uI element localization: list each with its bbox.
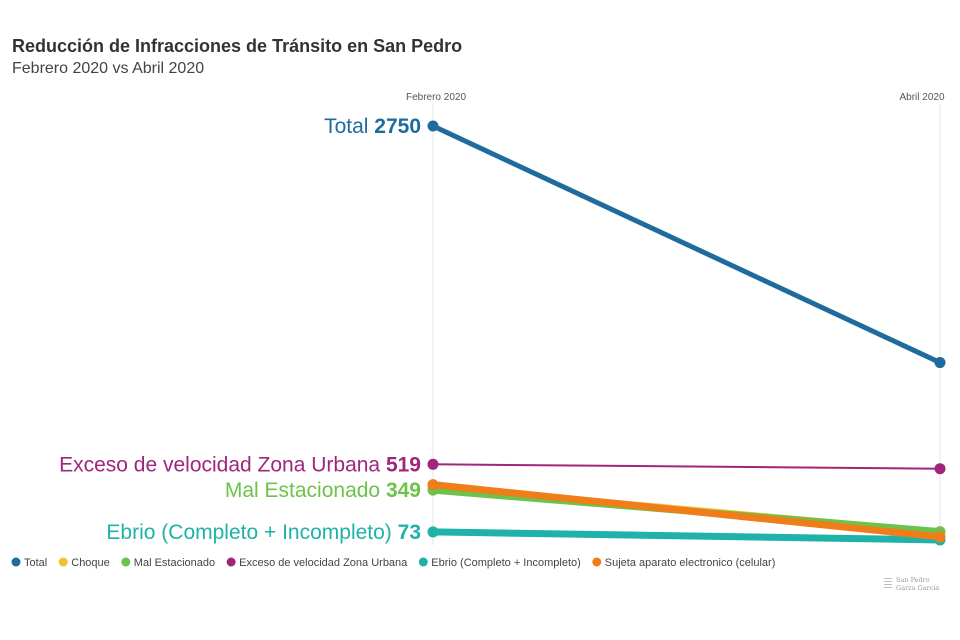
series-label-mal-estacionado: Mal Estacionado 349 [225,479,421,502]
data-point [428,526,439,537]
legend-item-sujeta-aparato-electronico-celular[interactable]: Sujeta aparato electronico (celular) [592,557,775,569]
series-label-value: 2750 [374,115,421,138]
credit-line-2: Garza García [896,584,939,592]
legend-label: Sujeta aparato electronico (celular) [605,557,776,569]
series-label-name: Ebrio (Completo + Incompleto) [106,521,397,544]
legend-item-ebrio-completo-incompleto[interactable]: Ebrio (Completo + Incompleto) [419,557,581,569]
x-tick-label: Febrero 2020 [406,92,466,103]
credit-text: San Pedro Garza García [896,576,939,592]
legend-marker [419,558,428,567]
series-label-name: Mal Estacionado [225,479,386,502]
series-label-exceso-de-velocidad-zona-urbana: Exceso de velocidad Zona Urbana 519 [59,453,421,476]
legend-label: Exceso de velocidad Zona Urbana [239,557,408,569]
series-line [433,126,940,363]
san-pedro-logo-icon [884,578,892,590]
legend-item-exceso-de-velocidad-zona-urbana[interactable]: Exceso de velocidad Zona Urbana [227,557,409,569]
series-line [433,532,940,540]
legend-marker [227,558,236,567]
data-point [428,479,439,490]
data-point [428,459,439,470]
legend-marker [121,558,130,567]
series-layer [428,121,946,546]
legend-label: Ebrio (Completo + Incompleto) [431,557,580,569]
series-label-name: Exceso de velocidad Zona Urbana [59,453,386,476]
legend-item-mal-estacionado[interactable]: Mal Estacionado [121,557,215,569]
data-point [428,121,439,132]
data-point [935,357,946,368]
credit-line-1: San Pedro [896,576,939,584]
series-labels: Total 2750Mal Estacionado 349Exceso de v… [59,115,421,544]
legend-marker [12,558,21,567]
series-label-value: 349 [386,479,421,502]
series-line [433,485,940,537]
data-point [935,463,946,474]
series-label-name: Total [324,115,374,138]
series-exceso-de-velocidad-zona-urbana [428,459,946,474]
legend-label: Choque [71,557,110,569]
series-label-value: 73 [398,521,421,544]
series-label-total: Total 2750 [324,115,421,138]
series-label-value: 519 [386,453,421,476]
series-line [433,464,940,468]
data-point [935,531,946,542]
legend-item-choque[interactable]: Choque [59,557,110,569]
series-label-ebrio-completo-incompleto: Ebrio (Completo + Incompleto) 73 [106,521,421,544]
x-tick-label: Abril 2020 [899,92,944,103]
series-total [428,121,946,369]
legend-marker [59,558,68,567]
legend-item-total[interactable]: Total [12,557,48,569]
legend-label: Total [24,557,47,569]
legend[interactable]: Total Choque Mal Estacionado Exceso de velo… [12,557,776,569]
legend-label: Mal Estacionado [134,557,215,569]
x-axis-ticks: Febrero 2020 Abril 2020 [406,92,945,103]
legend-marker [592,558,601,567]
